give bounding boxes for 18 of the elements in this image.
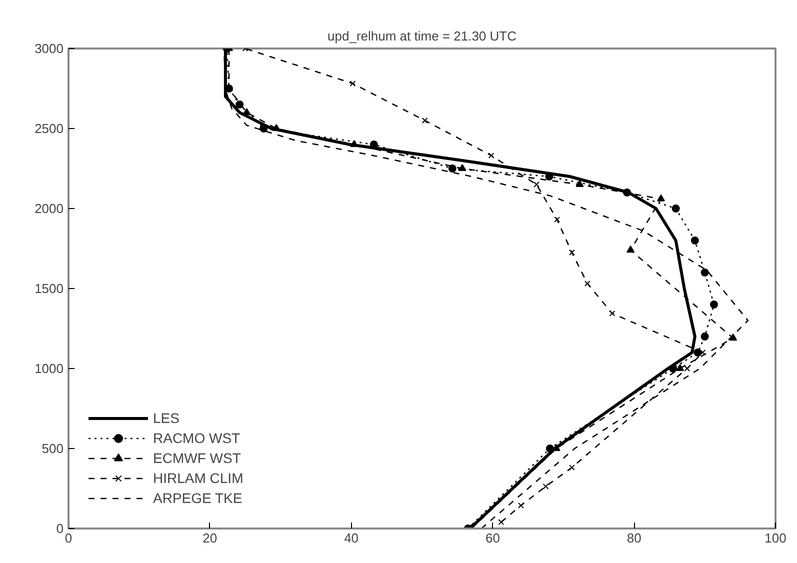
legend-label: HIRLAM CLIM: [153, 470, 244, 486]
x-tick-label: 40: [344, 530, 359, 546]
x-tick-label: 20: [202, 530, 218, 546]
legend-label: LES: [153, 410, 180, 426]
y-tick-label: 1500: [34, 281, 64, 296]
y-tick-label: 500: [42, 441, 64, 456]
legend-label: ARPEGE TKE: [153, 490, 242, 506]
y-tick-label: 0: [56, 521, 64, 536]
legend-label: RACMO WST: [153, 430, 240, 446]
x-tick-label: 80: [626, 530, 642, 546]
y-tick-label: 1000: [34, 361, 64, 376]
y-tick-label: 2500: [34, 121, 64, 136]
y-tick-label: 3000: [34, 41, 64, 56]
x-tick-label: 60: [485, 530, 500, 546]
x-tick-label: 100: [764, 530, 786, 546]
legend-label: ECMWF WST: [153, 450, 241, 466]
y-tick-label: 2000: [34, 201, 64, 216]
chart-title: upd_relhum at time = 21.30 UTC: [328, 28, 516, 44]
